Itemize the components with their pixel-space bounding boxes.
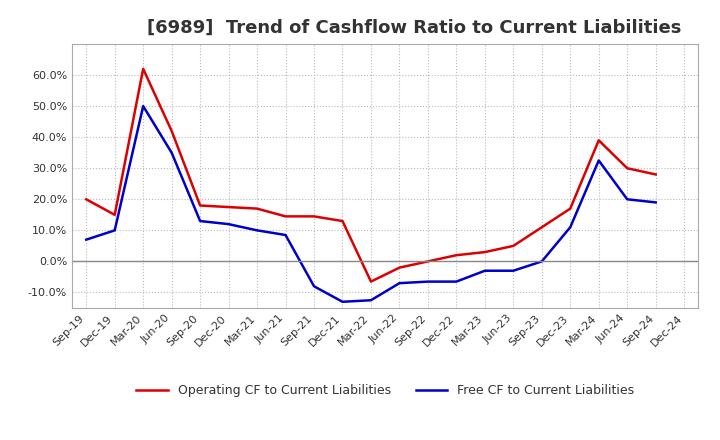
Operating CF to Current Liabilities [623, 165, 631, 171]
Operating CF to Current Liabilities [338, 218, 347, 224]
Free CF to Current Liabilities [167, 150, 176, 155]
Operating CF to Current Liabilities [423, 259, 432, 264]
Free CF to Current Liabilities [652, 200, 660, 205]
Free CF to Current Liabilities [366, 297, 375, 303]
Operating CF to Current Liabilities [509, 243, 518, 249]
Operating CF to Current Liabilities [395, 265, 404, 270]
Free CF to Current Liabilities [310, 284, 318, 289]
Operating CF to Current Liabilities [452, 253, 461, 258]
Operating CF to Current Liabilities [110, 212, 119, 217]
Operating CF to Current Liabilities [595, 138, 603, 143]
Free CF to Current Liabilities [395, 281, 404, 286]
Legend: Operating CF to Current Liabilities, Free CF to Current Liabilities: Operating CF to Current Liabilities, Fre… [131, 379, 639, 402]
Free CF to Current Liabilities [225, 221, 233, 227]
Operating CF to Current Liabilities [253, 206, 261, 211]
Free CF to Current Liabilities [537, 259, 546, 264]
Free CF to Current Liabilities [595, 158, 603, 163]
Operating CF to Current Liabilities [310, 214, 318, 219]
Free CF to Current Liabilities [623, 197, 631, 202]
Operating CF to Current Liabilities [537, 224, 546, 230]
Free CF to Current Liabilities [253, 228, 261, 233]
Free CF to Current Liabilities [566, 224, 575, 230]
Operating CF to Current Liabilities [480, 249, 489, 255]
Free CF to Current Liabilities [282, 232, 290, 238]
Free CF to Current Liabilities [509, 268, 518, 273]
Free CF to Current Liabilities [480, 268, 489, 273]
Free CF to Current Liabilities [110, 228, 119, 233]
Operating CF to Current Liabilities [652, 172, 660, 177]
Line: Free CF to Current Liabilities: Free CF to Current Liabilities [86, 106, 656, 302]
Free CF to Current Liabilities [196, 218, 204, 224]
Operating CF to Current Liabilities [139, 66, 148, 71]
Operating CF to Current Liabilities [196, 203, 204, 208]
Line: Operating CF to Current Liabilities: Operating CF to Current Liabilities [86, 69, 656, 282]
Operating CF to Current Liabilities [366, 279, 375, 284]
Operating CF to Current Liabilities [566, 206, 575, 211]
Free CF to Current Liabilities [139, 103, 148, 109]
Operating CF to Current Liabilities [282, 214, 290, 219]
Free CF to Current Liabilities [338, 299, 347, 304]
Operating CF to Current Liabilities [82, 197, 91, 202]
Free CF to Current Liabilities [423, 279, 432, 284]
Text: [6989]  Trend of Cashflow Ratio to Current Liabilities: [6989] Trend of Cashflow Ratio to Curren… [147, 19, 682, 37]
Operating CF to Current Liabilities [167, 128, 176, 134]
Operating CF to Current Liabilities [225, 205, 233, 210]
Free CF to Current Liabilities [82, 237, 91, 242]
Free CF to Current Liabilities [452, 279, 461, 284]
